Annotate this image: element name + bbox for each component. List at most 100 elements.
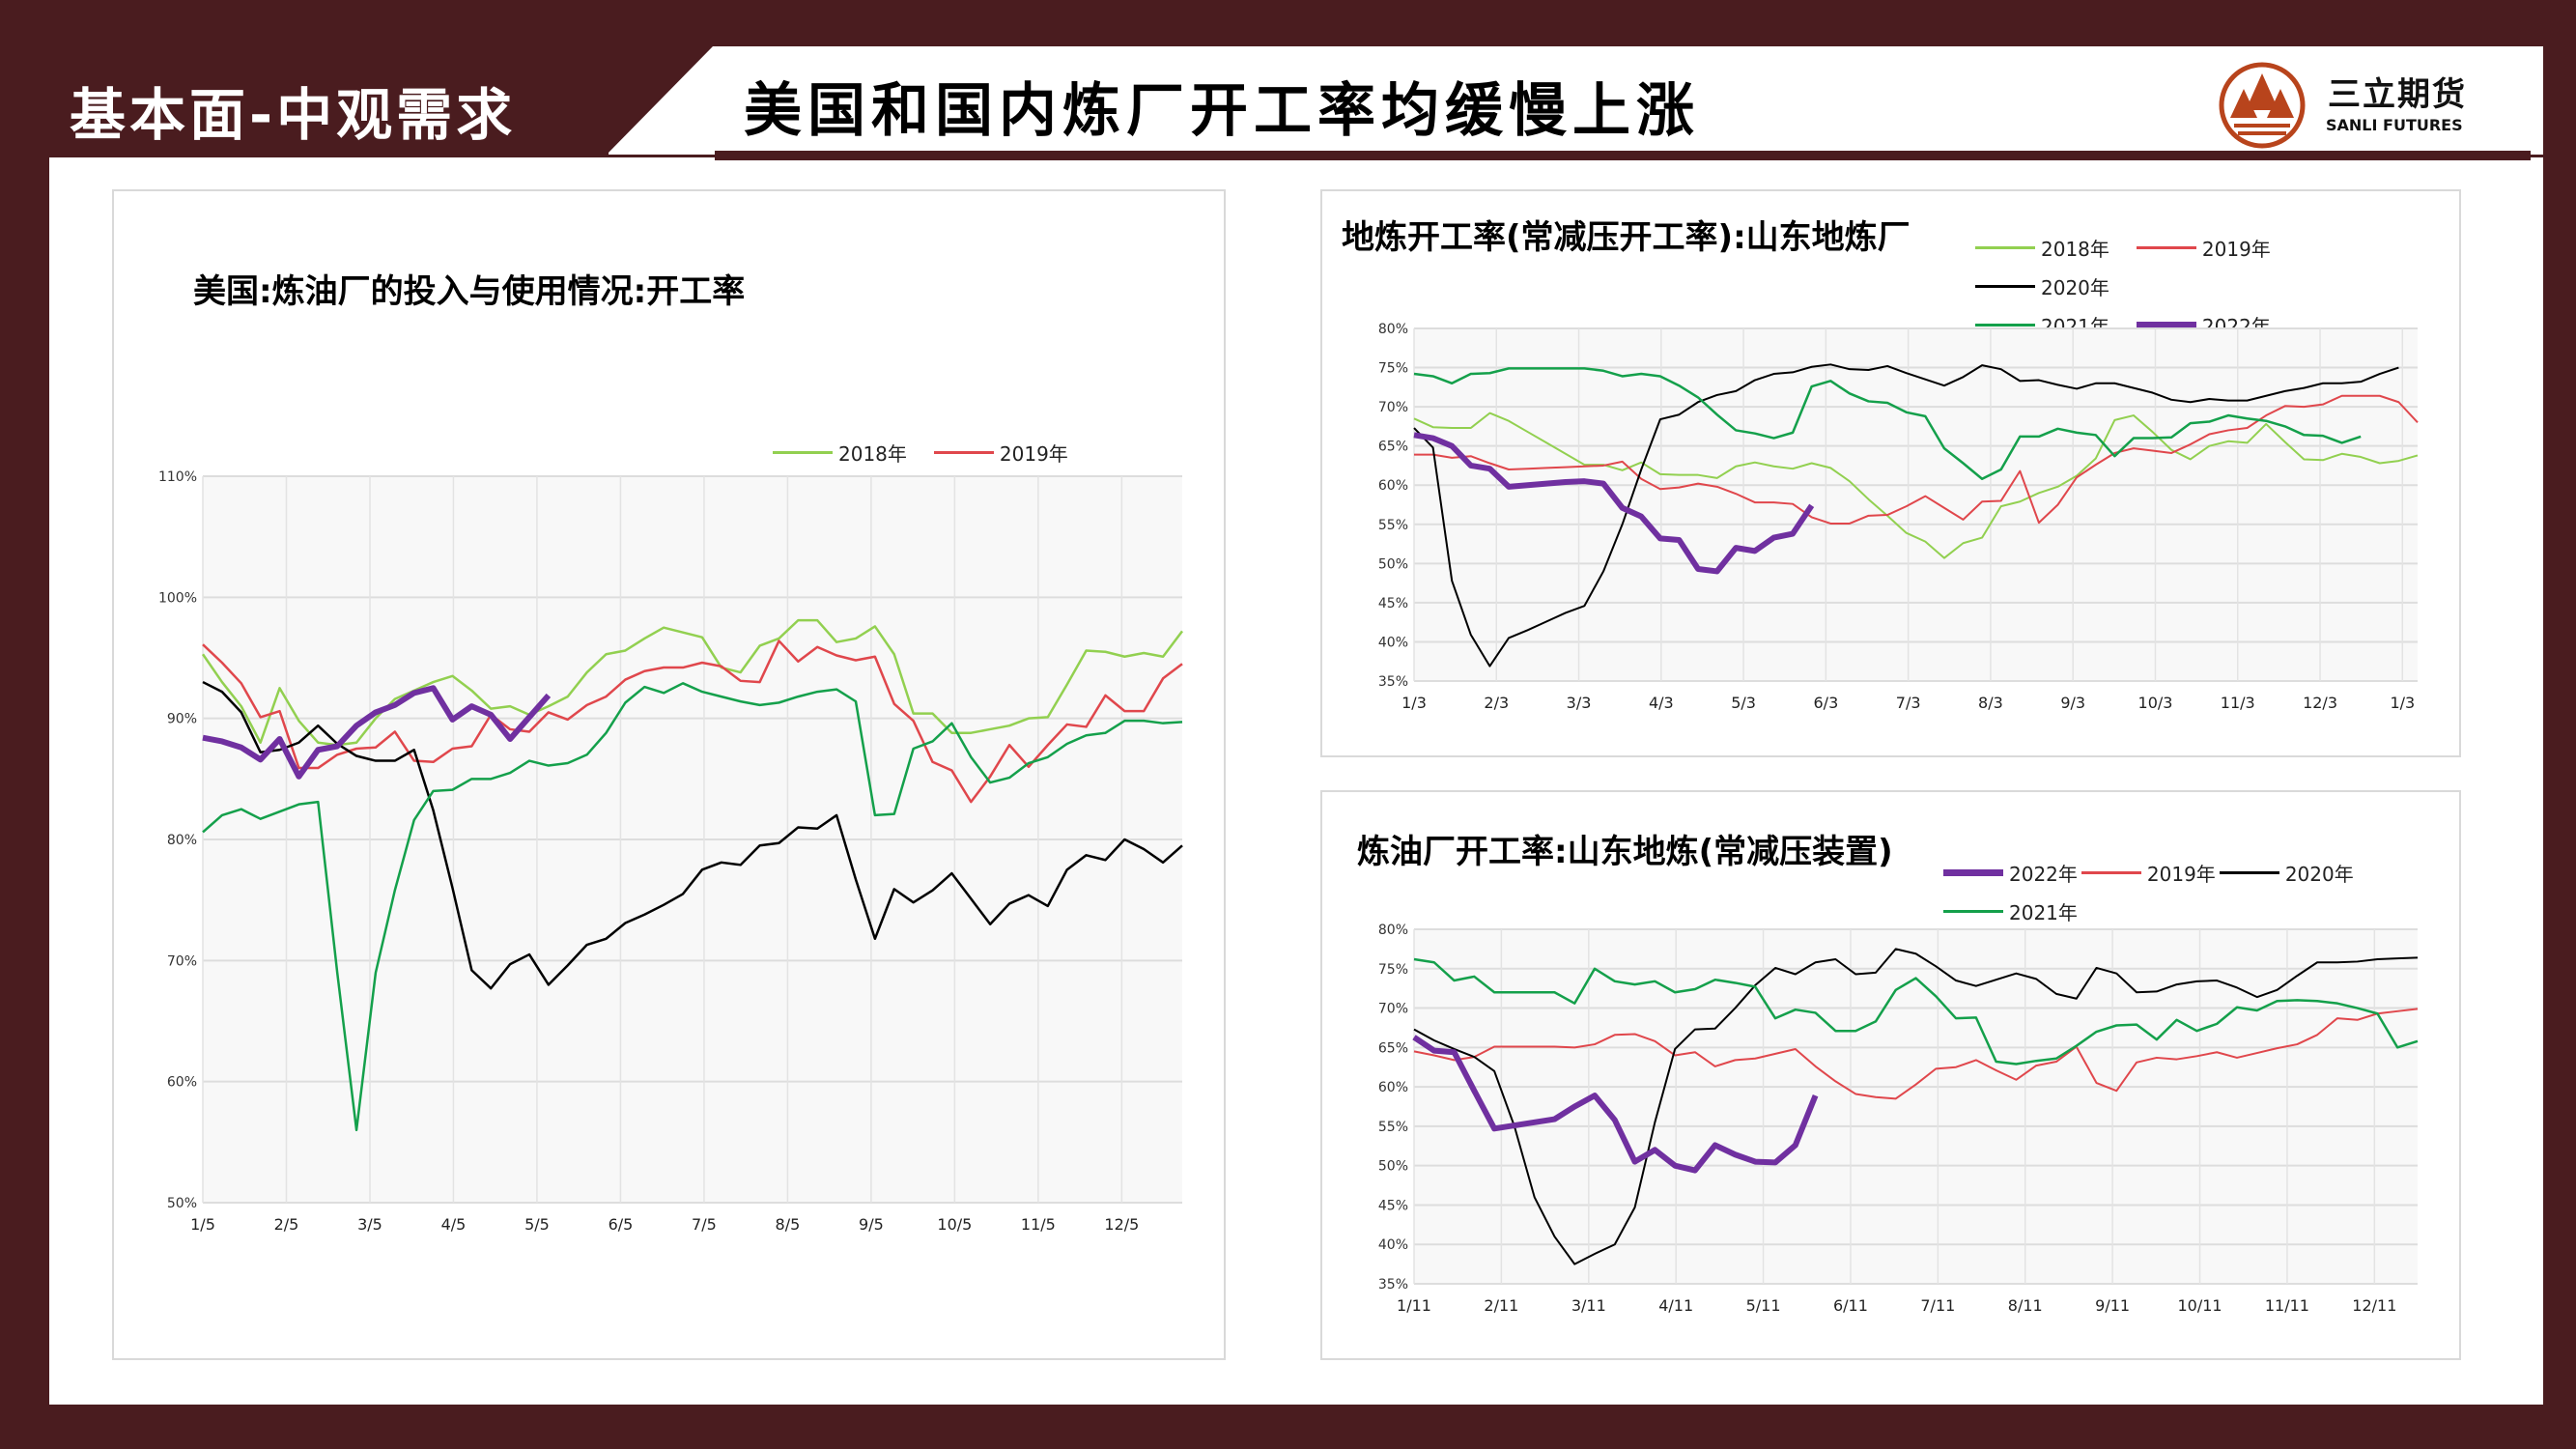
- y-tick-label: 45%: [1378, 596, 1408, 611]
- y-tick-label: 40%: [1378, 635, 1408, 650]
- legend-item: 2022年: [1943, 853, 2078, 892]
- legend-label: 2021年: [2009, 900, 2078, 924]
- x-tick-label: 7/11: [1920, 1296, 1955, 1315]
- series-line-2022: [1412, 1035, 1819, 1174]
- x-tick-label: 6/11: [1833, 1296, 1868, 1315]
- x-tick-label: 3/3: [1567, 694, 1592, 712]
- legend-label: 2019年: [2201, 237, 2271, 261]
- y-tick-label: 70%: [167, 953, 197, 969]
- legend-label: 2022年: [2009, 862, 2078, 886]
- y-tick-label: 35%: [1378, 1277, 1408, 1293]
- x-tick-label: 6/5: [609, 1215, 634, 1234]
- x-tick-label: 10/11: [2177, 1296, 2222, 1315]
- series-line-2020: [202, 680, 1183, 990]
- series-line-2019: [1413, 1008, 2419, 1100]
- legend-item: 2019年: [933, 433, 1068, 471]
- legend-label: 2020年: [2284, 862, 2354, 886]
- plot-area: [1414, 328, 2418, 681]
- legend-item: 2019年: [2136, 228, 2271, 267]
- x-tick-label: 2/5: [274, 1215, 299, 1234]
- y-tick-label: 110%: [158, 469, 197, 485]
- y-tick-label: 60%: [167, 1075, 197, 1091]
- x-tick-label: 1/5: [190, 1215, 215, 1234]
- legend-item: 2018年: [773, 433, 907, 471]
- page-title: 美国和国内炼厂开工率均缓慢上涨: [744, 77, 1700, 145]
- y-tick-label: 35%: [1378, 674, 1408, 690]
- x-tick-label: 7/5: [692, 1215, 717, 1234]
- legend-swatch: [2136, 321, 2196, 328]
- legend-label: 2018年: [838, 441, 907, 466]
- y-tick-label: 50%: [1378, 1159, 1408, 1175]
- x-tick-label: 3/5: [357, 1215, 382, 1234]
- chart-title: 美国:炼油厂的投入与使用情况:开工率: [193, 272, 746, 311]
- y-tick-label: 45%: [1378, 1198, 1408, 1213]
- legend-swatch: [1943, 868, 2003, 876]
- chart-title: 地炼开工率(常减压开工率):山东地炼厂: [1342, 218, 1911, 257]
- chart-title: 炼油厂开工率:山东地炼(常减压装置): [1357, 833, 1893, 871]
- legend-label: 2019年: [999, 441, 1068, 466]
- y-tick-label: 40%: [1378, 1237, 1408, 1253]
- x-tick-label: 12/11: [2352, 1296, 2396, 1315]
- x-tick-label: 5/3: [1731, 694, 1756, 712]
- x-tick-label: 1/3: [1401, 694, 1427, 712]
- x-tick-label: 2/11: [1484, 1296, 1518, 1315]
- legend-label: 2018年: [2041, 237, 2109, 261]
- x-tick-label: 9/3: [2060, 694, 2085, 712]
- series-line-2020: [1413, 948, 2419, 1265]
- y-tick-label: 70%: [1378, 400, 1408, 415]
- x-tick-label: 12/3: [2303, 694, 2337, 712]
- legend-swatch: [1975, 245, 2035, 249]
- legend-swatch: [773, 450, 833, 454]
- x-tick-label: 9/5: [859, 1215, 884, 1234]
- sanli-logo-icon: [2219, 62, 2306, 149]
- x-tick-label: 6/3: [1814, 694, 1839, 712]
- legend-label: 2019年: [2146, 862, 2216, 886]
- x-tick-label: 9/11: [2095, 1296, 2130, 1315]
- series-line-2021: [202, 682, 1183, 1132]
- y-tick-label: 50%: [167, 1196, 197, 1211]
- x-tick-label: 2/3: [1484, 694, 1509, 712]
- legend-item: 2019年: [2081, 853, 2216, 892]
- y-tick-label: 55%: [1378, 1120, 1408, 1135]
- y-tick-label: 100%: [158, 590, 197, 606]
- x-tick-label: 1/11: [1397, 1296, 1431, 1315]
- legend-item: 2020年: [1975, 267, 2109, 305]
- logo-text-cn: 三立期货: [2328, 75, 2467, 114]
- x-tick-label: 4/3: [1649, 694, 1674, 712]
- y-tick-label: 65%: [1378, 440, 1408, 455]
- legend-swatch: [1975, 323, 2035, 327]
- y-tick-label: 65%: [1378, 1040, 1408, 1056]
- x-tick-label: 8/3: [1978, 694, 2003, 712]
- y-tick-label: 50%: [1378, 556, 1408, 572]
- y-tick-label: 60%: [1378, 478, 1408, 494]
- y-tick-label: 75%: [1378, 361, 1408, 377]
- chart-legend: 2022年 2019年 2020年 2021年: [1943, 853, 2465, 930]
- legend-swatch: [2081, 870, 2141, 874]
- y-tick-label: 55%: [1378, 518, 1408, 533]
- series-line-2022: [1413, 432, 1815, 575]
- series-line-2021: [1413, 957, 2419, 1065]
- x-tick-label: 4/11: [1658, 1296, 1693, 1315]
- legend-label: 2020年: [2041, 275, 2109, 299]
- x-tick-label: 8/5: [776, 1215, 801, 1234]
- logo-text-en: SANLI FUTURES: [2326, 116, 2463, 134]
- legend-swatch: [2136, 245, 2196, 249]
- x-tick-label: 7/3: [1896, 694, 1921, 712]
- legend-swatch: [1975, 284, 2035, 288]
- series-line-2018: [201, 618, 1183, 747]
- header-divider: [607, 46, 713, 155]
- y-tick-label: 75%: [1378, 962, 1408, 978]
- x-tick-label: 5/5: [524, 1215, 550, 1234]
- legend-item: 2020年: [2219, 853, 2354, 892]
- y-tick-label: 80%: [1378, 923, 1408, 938]
- legend-item: 2021年: [1943, 892, 2078, 930]
- x-tick-label: 11/3: [2221, 694, 2255, 712]
- legend-swatch: [2219, 870, 2279, 874]
- y-tick-label: 80%: [1378, 322, 1408, 337]
- y-tick-label: 80%: [167, 833, 197, 848]
- x-tick-label: 11/11: [2265, 1296, 2309, 1315]
- x-tick-label: 3/11: [1571, 1296, 1606, 1315]
- series-line-2022: [202, 685, 552, 780]
- legend-item: 2018年: [1975, 228, 2109, 267]
